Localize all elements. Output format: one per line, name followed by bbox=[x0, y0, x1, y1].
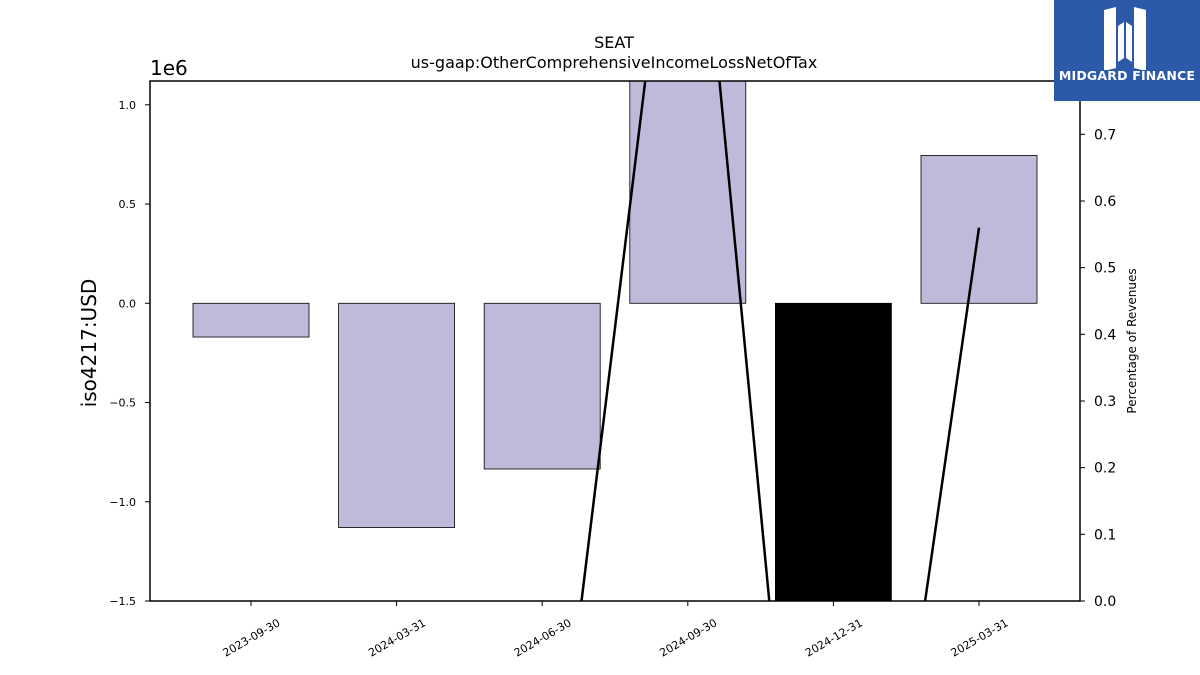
chart-title: SEAT bbox=[594, 33, 634, 52]
plot-frame bbox=[149, 80, 1081, 602]
bar-2024-12-31 bbox=[775, 302, 892, 602]
midgard-finance-logo: MIDGARD FINANCE bbox=[1054, 0, 1200, 101]
revenue-percentage-line-2 bbox=[923, 227, 981, 601]
bar-2024-03-31 bbox=[338, 302, 456, 528]
chart-subtitle: us-gaap:OtherComprehensiveIncomeLossNetO… bbox=[411, 53, 818, 72]
x-tick-label: 2025-03-31 bbox=[949, 616, 1011, 659]
y-multiplier-label: 1e6 bbox=[150, 56, 188, 80]
y-tick-label: −0.5 bbox=[109, 397, 136, 410]
y2-tick-label: 0.2 bbox=[1094, 461, 1116, 477]
y2-tick-label: 0.7 bbox=[1094, 127, 1116, 143]
y-tick-label: 0.5 bbox=[119, 198, 137, 211]
y-axis-label: iso4217:USD bbox=[77, 279, 101, 408]
y2-tick-label: 0.3 bbox=[1094, 394, 1116, 410]
y-tick-label: 1.0 bbox=[119, 99, 137, 112]
y2-axis-ticks: 0.0 0.1 0.2 0.3 0.4 0.5 0.6 0.7 bbox=[1080, 127, 1116, 610]
bar-2024-06-30 bbox=[483, 302, 601, 470]
x-tick-label: 2024-03-31 bbox=[366, 616, 428, 659]
x-tick-label: 2024-09-30 bbox=[657, 616, 719, 659]
bars-group bbox=[192, 80, 1038, 602]
y-tick-label: −1.0 bbox=[109, 496, 136, 509]
x-tick-label: 2024-06-30 bbox=[512, 616, 574, 659]
y2-tick-label: 0.1 bbox=[1094, 527, 1116, 543]
bar-2024-09-30 bbox=[629, 80, 747, 304]
logo-text: MIDGARD FINANCE bbox=[1058, 68, 1196, 83]
line-series-group bbox=[580, 81, 981, 601]
x-axis-ticks: 2023-09-30 2024-03-31 2024-06-30 2024-09-30… bbox=[221, 601, 1011, 660]
y2-tick-label: 0.0 bbox=[1094, 594, 1116, 610]
y-axis-ticks: −1.5 −1.0 −0.5 0.0 0.5 1.0 bbox=[109, 99, 150, 608]
y2-tick-label: 0.6 bbox=[1094, 194, 1116, 210]
y-tick-label: −1.5 bbox=[109, 595, 136, 608]
x-tick-label: 2023-09-30 bbox=[221, 616, 283, 659]
y2-tick-label: 0.4 bbox=[1094, 327, 1116, 343]
logo-mark-icon bbox=[1104, 7, 1146, 70]
bar-2023-09-30 bbox=[192, 302, 310, 338]
y2-axis-label: Percentage of Revenues bbox=[1125, 268, 1139, 413]
x-tick-label: 2024-12-31 bbox=[803, 616, 865, 659]
y-tick-label: 0.0 bbox=[119, 297, 137, 310]
y2-tick-label: 0.5 bbox=[1094, 261, 1116, 277]
revenue-percentage-line-1 bbox=[580, 81, 771, 601]
